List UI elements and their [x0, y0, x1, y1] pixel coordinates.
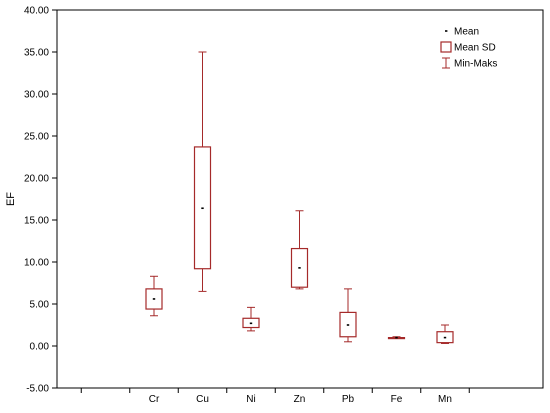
y-axis-ticks: -5.00 0.00 5.00 10.00 15.00 20.00 25.00 30.00 35…	[24, 6, 57, 395]
boxes	[145, 51, 454, 344]
legend-mean-label: Mean	[454, 27, 479, 38]
box-zn	[290, 210, 309, 290]
y-tick-label: 25.00	[24, 132, 49, 143]
sd-box	[193, 146, 212, 270]
box-ni	[242, 306, 260, 332]
x-tick-label: Pb	[342, 394, 355, 405]
mean-marker	[249, 322, 253, 325]
sd-box	[290, 247, 309, 288]
legend-sd-label: Mean SD	[454, 43, 496, 54]
mean-marker	[152, 298, 156, 300]
x-tick-label: Mn	[438, 394, 452, 405]
y-tick-label: 0.00	[30, 342, 50, 353]
x-tick-label: Fe	[391, 394, 403, 405]
y-tick-label: -5.00	[26, 384, 49, 395]
legend-mean-marker	[445, 30, 448, 32]
y-tick-label: 35.00	[24, 48, 49, 59]
box-mn	[436, 324, 454, 344]
y-axis-label: EF	[5, 192, 17, 206]
x-axis-ticks: Cr Cu Ni Zn Pb Fe Mn	[80, 388, 470, 405]
plot-frame	[56, 9, 544, 389]
y-tick-label: 10.00	[24, 258, 49, 269]
sd-box	[145, 288, 163, 310]
legend: Mean Mean SD Min-Maks	[440, 27, 497, 70]
x-tick-label: Cr	[149, 394, 160, 405]
box-pb	[339, 288, 357, 343]
mean-marker	[395, 336, 398, 339]
y-tick-label: 20.00	[24, 174, 49, 185]
mean-marker	[298, 267, 301, 269]
mean-marker	[201, 207, 204, 210]
y-tick-label: 5.00	[30, 300, 50, 311]
x-tick-label: Cu	[196, 394, 209, 405]
box-cu	[193, 51, 212, 292]
y-tick-label: 15.00	[24, 216, 49, 227]
box-cr	[145, 275, 163, 317]
mean-marker	[443, 336, 447, 339]
legend-minmax-label: Min-Maks	[454, 59, 497, 70]
legend-sd-box	[440, 41, 452, 53]
x-tick-label: Zn	[294, 394, 306, 405]
sd-box	[339, 311, 357, 338]
sd-box	[242, 317, 260, 329]
y-tick-label: 40.00	[24, 6, 49, 17]
box-fe	[387, 336, 406, 340]
mean-marker	[346, 324, 350, 326]
x-tick-label: Ni	[246, 394, 255, 405]
y-tick-label: 30.00	[24, 90, 49, 101]
sd-box	[436, 331, 454, 344]
